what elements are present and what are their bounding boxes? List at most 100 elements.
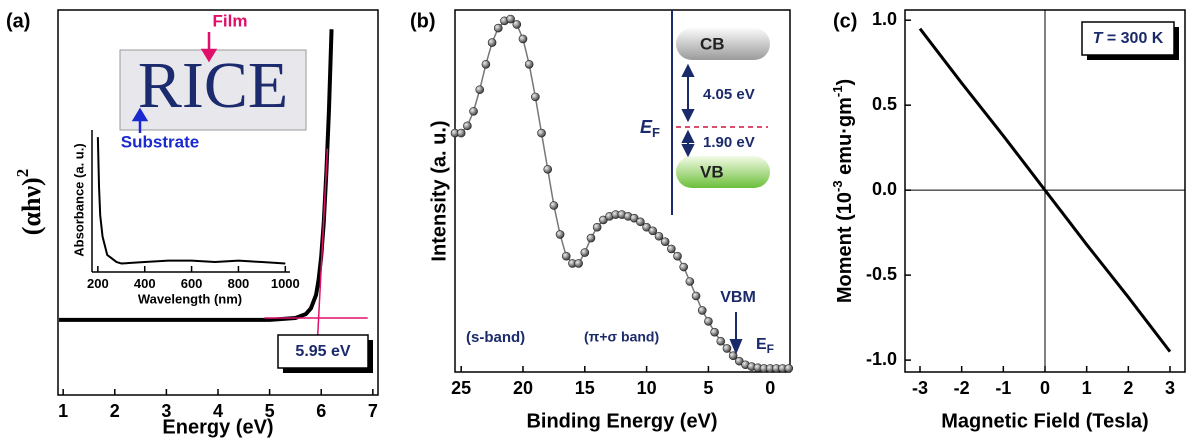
substrate-label: Substrate <box>121 132 199 151</box>
x-tick-label: 800 <box>228 276 250 291</box>
data-point <box>561 251 571 261</box>
temp-value: = 300 K <box>1102 30 1163 47</box>
x-tick-label: 1 <box>58 401 68 421</box>
data-point <box>722 344 732 353</box>
ef-sub: F <box>652 125 660 140</box>
data-point <box>580 248 590 257</box>
y-tick-label: -1.0 <box>866 349 897 369</box>
x-tick-label: 2 <box>1123 378 1133 398</box>
data-point <box>673 251 682 261</box>
cb-gap-arrow <box>681 63 695 123</box>
data-point <box>537 128 546 138</box>
image-text: RICE <box>138 49 288 122</box>
data-point <box>456 128 466 138</box>
data-point <box>679 262 688 272</box>
x-tick-label: 6 <box>316 401 326 421</box>
data-point <box>574 259 583 268</box>
panel-label: (b) <box>410 10 436 32</box>
x-tick-label: 0 <box>765 378 775 398</box>
ef-e: E <box>640 117 653 137</box>
ef-sub: F <box>767 342 774 356</box>
x-tick-label: 600 <box>181 276 203 291</box>
x-tick-label: 4 <box>213 401 223 421</box>
gap-box <box>277 334 369 369</box>
data-point <box>667 244 676 254</box>
vbm-label: VBM <box>720 289 756 306</box>
plot-frame <box>454 9 791 373</box>
panel-label: (c) <box>833 10 857 32</box>
temp-symbol: T <box>1093 30 1104 47</box>
data-point <box>710 327 719 337</box>
cb-gap-label: 4.05 eV <box>703 86 755 103</box>
valence-band <box>676 156 770 188</box>
s-band-label: (s-band) <box>466 329 525 346</box>
superscript: -3 <box>830 180 845 192</box>
vbm-arrow <box>729 312 743 355</box>
x-axis-label: Binding Energy (eV) <box>526 410 717 432</box>
data-point <box>531 92 540 102</box>
label-part: ) <box>834 79 856 86</box>
data-point <box>487 38 497 47</box>
data-point <box>784 364 794 373</box>
data-point <box>660 237 670 246</box>
data-point <box>716 336 726 346</box>
substrate-arrow <box>131 107 149 133</box>
y-axis-label: Intensity (a. u.) <box>428 120 450 261</box>
x-tick-label: 15 <box>575 378 595 398</box>
data-point <box>475 85 485 94</box>
data-point <box>728 351 738 361</box>
y-axis-label: Absorbance (a. u.) <box>71 143 86 256</box>
data-line <box>316 148 329 338</box>
superscript: -1 <box>830 86 845 98</box>
x-tick-label: -2 <box>954 378 970 398</box>
data-point <box>463 121 472 131</box>
label-part: Moment (10 <box>834 192 856 303</box>
x-tick-label: 3 <box>1165 378 1175 398</box>
film-label: Film <box>213 11 248 30</box>
vb-gap-arrow <box>681 129 695 158</box>
ef-label: EF <box>756 336 774 356</box>
data-point <box>512 20 522 29</box>
x-tick-label: 5 <box>703 378 713 398</box>
data-point <box>697 306 707 315</box>
data-point <box>654 231 664 241</box>
x-tick-label: 25 <box>451 378 471 398</box>
data-point <box>685 277 695 286</box>
superscript: 2 <box>13 169 32 177</box>
x-tick-label: 20 <box>513 378 533 398</box>
x-axis-label: Magnetic Field (Tesla) <box>941 410 1148 432</box>
film-arrow <box>200 32 218 63</box>
y-tick-label: -0.5 <box>866 264 897 284</box>
axis-label: Moment (10-3 emu·gm-1) <box>830 79 856 303</box>
vb-label: VB <box>700 162 724 181</box>
pi-sigma-label: (π+σ band) <box>584 329 659 345</box>
label-part: (αhν) <box>17 177 46 235</box>
data-point <box>469 107 478 116</box>
data-point <box>493 23 503 33</box>
x-tick-label: 200 <box>87 276 109 291</box>
temp-box <box>1081 21 1175 56</box>
x-tick-label: 10 <box>637 378 657 398</box>
vb-gap-label: 1.90 eV <box>703 134 755 151</box>
panel-label: (a) <box>6 10 30 32</box>
data-point <box>704 317 713 326</box>
data-point <box>586 233 596 243</box>
data-point <box>518 34 528 44</box>
x-tick-label: -3 <box>912 378 928 398</box>
x-tick-label: 1 <box>1082 378 1092 398</box>
label-part: emu·gm <box>834 97 856 180</box>
x-tick-label: -1 <box>995 378 1011 398</box>
data-line <box>455 18 789 370</box>
data-line <box>96 137 286 265</box>
ef-inset-label: EF <box>640 117 660 141</box>
x-tick-label: 3 <box>161 401 171 421</box>
x-axis-label: Energy (eV) <box>162 416 273 438</box>
data-point <box>524 60 534 69</box>
x-tick-label: 2 <box>110 401 120 421</box>
x-tick-label: 5 <box>265 401 275 421</box>
gap-label: 5.95 eV <box>295 343 350 360</box>
data-point <box>592 222 602 232</box>
data-point <box>555 230 565 239</box>
